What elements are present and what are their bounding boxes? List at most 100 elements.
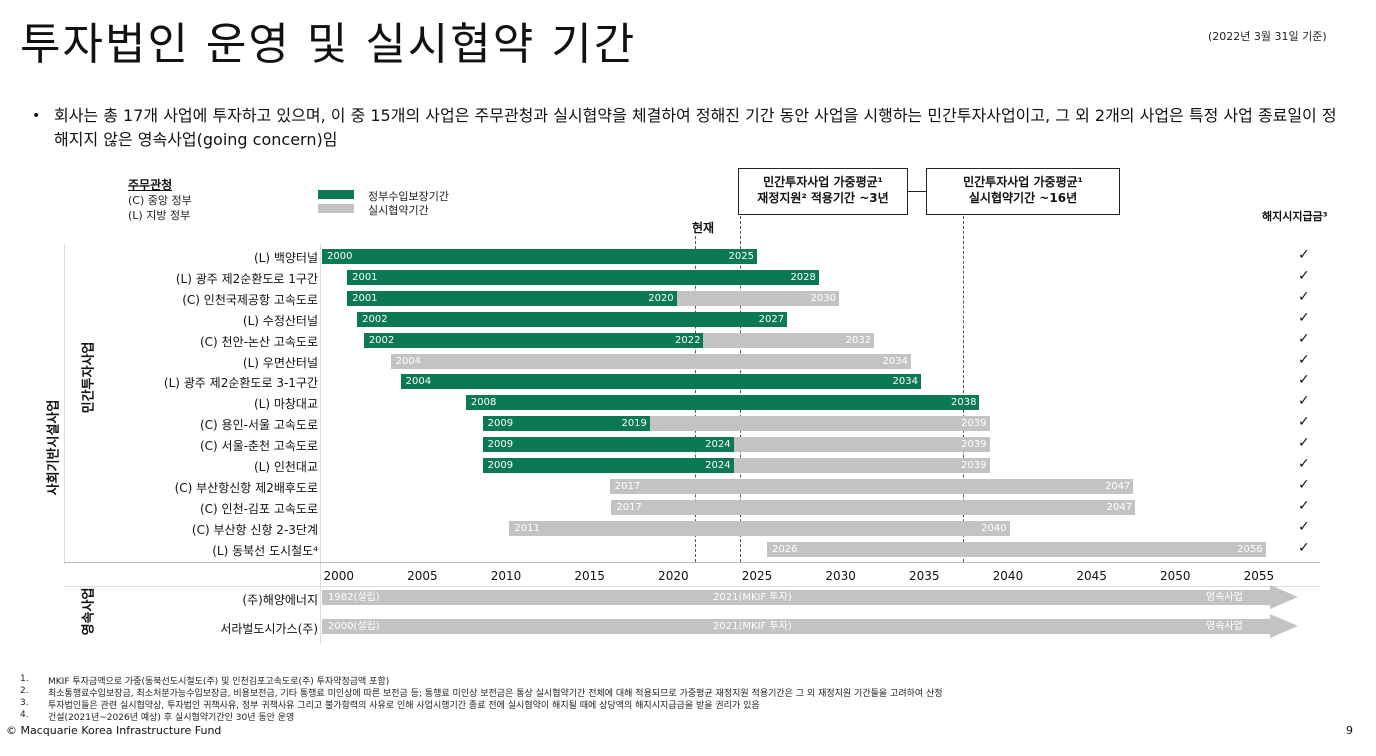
arrow-head-icon xyxy=(1270,614,1298,638)
footnote-1-num: 1. xyxy=(20,674,29,684)
axis-tick-label: 2020 xyxy=(658,569,689,583)
bar-start-label: 2017 xyxy=(614,480,641,492)
support-bar xyxy=(400,374,921,390)
bar-start-label: 2000 xyxy=(327,251,353,262)
going-divider xyxy=(64,586,1320,587)
bar-end-label: 2038 xyxy=(951,397,977,409)
concession-bar xyxy=(609,478,1134,494)
going-mid-label: 2021(MKIF 투자) xyxy=(713,592,792,603)
bar-end-label: 2039 xyxy=(961,460,987,471)
bar-start-label: 2004 xyxy=(405,376,432,388)
termination-check-icon: ✓ xyxy=(1298,497,1310,514)
axis-baseline xyxy=(64,562,1320,563)
axis-tick-label: 2045 xyxy=(1076,569,1107,583)
callout-concession-period: 민간투자사업 가중평균¹ 실시협약기간 ~16년 xyxy=(926,168,1120,215)
termination-check-icon: ✓ xyxy=(1298,435,1310,452)
project-label: (L) 수정산터널 xyxy=(242,313,318,328)
bar-support-end-label: 2020 xyxy=(648,292,674,304)
termination-check-icon: ✓ xyxy=(1298,518,1310,535)
bar-end-label: 2034 xyxy=(892,376,918,388)
legend-gray-label: 실시협약기간 xyxy=(368,204,429,217)
axis-tick-label: 2030 xyxy=(825,569,856,583)
bar-start-label: 2011 xyxy=(514,522,540,534)
concession-avg-line xyxy=(962,216,964,562)
support-bar xyxy=(482,416,650,432)
footnote-2-num: 2. xyxy=(20,686,29,696)
termination-check-icon: ✓ xyxy=(1298,393,1310,410)
project-label: (L) 동북선 도시철도⁴ xyxy=(212,543,318,558)
bar-end-label: 2039 xyxy=(961,418,987,430)
axis-tick-label: 2055 xyxy=(1243,569,1275,583)
bar-start-label: 2002 xyxy=(362,313,388,325)
project-label: (L) 광주 제2순환도로 3-1구간 xyxy=(163,376,318,391)
chart-left-border xyxy=(320,244,321,644)
going-start-label: 2000(설립) xyxy=(328,621,380,632)
bar-start-label: 2002 xyxy=(368,334,395,346)
callout-connector xyxy=(908,191,926,192)
termination-check-icon: ✓ xyxy=(1298,476,1310,493)
project-label: (C) 서울-춘천 고속도로 xyxy=(199,439,318,454)
bar-start-label: 2026 xyxy=(772,543,798,555)
legend-green-swatch xyxy=(318,190,354,199)
bar-end-label: 2047 xyxy=(1106,501,1133,513)
bar-start-label: 2009 xyxy=(487,460,514,471)
concession-bar xyxy=(390,353,911,369)
page-title: 투자법인 운영 및 실시협약 기간 xyxy=(20,19,637,70)
bar-support-end-label: 2024 xyxy=(705,460,731,471)
axis-tick-label: 2050 xyxy=(1159,569,1191,583)
termination-check-icon: ✓ xyxy=(1298,539,1310,556)
bar-start-label: 2008 xyxy=(470,397,497,409)
project-label: (L) 인천대교 xyxy=(253,460,318,474)
axis-tick-label: 2035 xyxy=(909,569,940,583)
footnote-3-num: 3. xyxy=(20,698,29,708)
going-concern-bar xyxy=(322,590,1270,605)
project-label: (L) 마창대교 xyxy=(253,397,318,412)
support-bar xyxy=(482,437,734,453)
termination-check-icon: ✓ xyxy=(1298,351,1310,368)
axis-tick-label: 2015 xyxy=(574,569,605,583)
going-concern-label: (주)해양에너지 xyxy=(242,593,318,607)
bar-start-label: 2001 xyxy=(352,271,378,283)
support-bar xyxy=(482,458,734,473)
support-bar xyxy=(347,269,819,285)
concession-bar xyxy=(733,437,990,453)
arrow-head-icon xyxy=(1270,585,1298,609)
legend-local: (L) 지방 정부 xyxy=(128,209,191,222)
bar-start-label: 2009 xyxy=(487,439,514,451)
going-concern-label: 서라벌도시가스(주) xyxy=(220,622,318,636)
project-label: (C) 부산항 신항 2-3단계 xyxy=(191,522,318,537)
footnote-2: 최소통행료수입보장금, 최소처분가능수입보장금, 비용보전금, 기타 통행료 미… xyxy=(48,689,943,699)
concession-bar xyxy=(767,541,1266,557)
callout-concession-line2: 실시협약기간 ~16년 xyxy=(968,191,1078,205)
callout-support-period: 민간투자사업 가중평균¹ 재정지원² 적용기간 ~3년 xyxy=(738,168,908,215)
termination-heading: 해지시지급금³ xyxy=(1262,210,1328,223)
termination-check-icon: ✓ xyxy=(1298,414,1310,431)
concession-bar xyxy=(649,416,990,432)
legend-authority-heading: 주무관청 xyxy=(128,178,173,192)
concession-bar xyxy=(611,499,1136,515)
termination-check-icon: ✓ xyxy=(1298,267,1310,284)
axis-tick-label: 2025 xyxy=(741,569,773,583)
group-divider-infra xyxy=(64,244,65,564)
bar-start-label: 2001 xyxy=(352,292,378,304)
bar-support-end-label: 2022 xyxy=(675,334,701,346)
going-start-label: 1982(설립) xyxy=(328,592,380,603)
bar-end-label: 2047 xyxy=(1104,480,1131,492)
footnote-1: MKIF 투자금액으로 가중(동북선도시철도(주) 및 인천김포고속도로(주) … xyxy=(48,677,390,687)
bar-start-label: 2017 xyxy=(616,501,642,513)
axis-tick-label: 2005 xyxy=(407,569,438,583)
bar-end-label: 2034 xyxy=(882,355,908,367)
callout-support-line1: 민간투자사업 가중평균¹ xyxy=(763,175,883,189)
termination-check-icon: ✓ xyxy=(1298,372,1310,389)
support-bar xyxy=(465,395,980,411)
bar-end-label: 2025 xyxy=(728,251,754,262)
going-end-label: 영속사업 xyxy=(1206,621,1243,632)
bar-end-label: 2027 xyxy=(758,313,785,325)
concession-bar xyxy=(733,458,990,473)
going-concern-bar xyxy=(322,619,1270,634)
callout-concession-line1: 민간투자사업 가중평균¹ xyxy=(963,175,1083,189)
as-of-date: (2022년 3월 31일 기준) xyxy=(1208,30,1327,43)
termination-check-icon: ✓ xyxy=(1298,247,1310,263)
termination-check-icon: ✓ xyxy=(1298,309,1310,326)
